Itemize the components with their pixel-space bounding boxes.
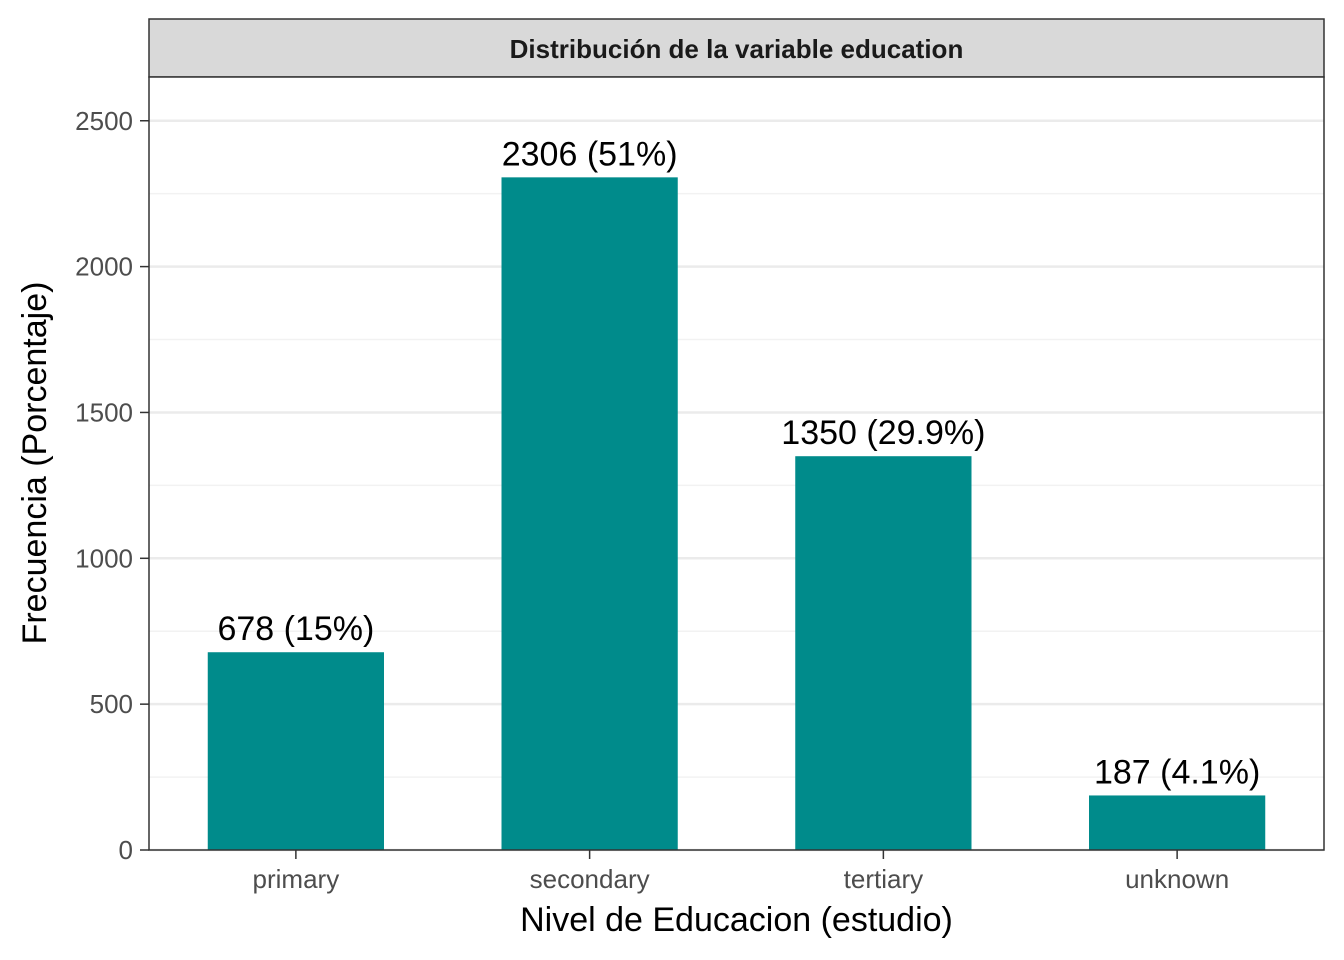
plot-panel-border xyxy=(148,76,1325,851)
x-axis: primary secondary tertiary unknown xyxy=(253,850,1229,894)
y-tick-label: 1000 xyxy=(75,543,133,573)
bars xyxy=(207,177,1266,851)
chart-title: Distribución de la variable education xyxy=(510,34,964,64)
bar-tertiary xyxy=(795,456,972,850)
y-tick-label: 0 xyxy=(119,835,133,865)
y-axis-title: Frecuencia (Porcentaje) xyxy=(16,282,54,645)
bar-secondary xyxy=(501,177,678,851)
bar-label-tertiary: 1350 (29.9%) xyxy=(781,414,985,452)
x-tick-label-secondary: secondary xyxy=(530,864,650,894)
y-tick-label: 2000 xyxy=(75,252,133,282)
x-tick-label-unknown: unknown xyxy=(1125,864,1229,894)
strip-background xyxy=(148,18,1325,78)
bar-primary xyxy=(207,652,384,850)
bar-label-secondary: 2306 (51%) xyxy=(502,135,678,173)
bar-label-primary: 678 (15%) xyxy=(217,610,374,648)
y-axis: 0 500 1000 1500 2000 2500 xyxy=(75,106,149,865)
y-tick-label: 1500 xyxy=(75,397,133,427)
bar-label-unknown: 187 (4.1%) xyxy=(1094,753,1260,791)
x-tick-label-primary: primary xyxy=(253,864,340,894)
y-tick-label: 2500 xyxy=(75,106,133,136)
bar-unknown xyxy=(1089,795,1266,850)
x-tick-label-tertiary: tertiary xyxy=(844,864,923,894)
x-axis-title: Nivel de Educacion (estudio) xyxy=(520,901,953,939)
y-tick-label: 500 xyxy=(90,689,133,719)
bar-labels: 678 (15%) 2306 (51%) 1350 (29.9%) 187 (4.1%… xyxy=(217,135,1260,791)
